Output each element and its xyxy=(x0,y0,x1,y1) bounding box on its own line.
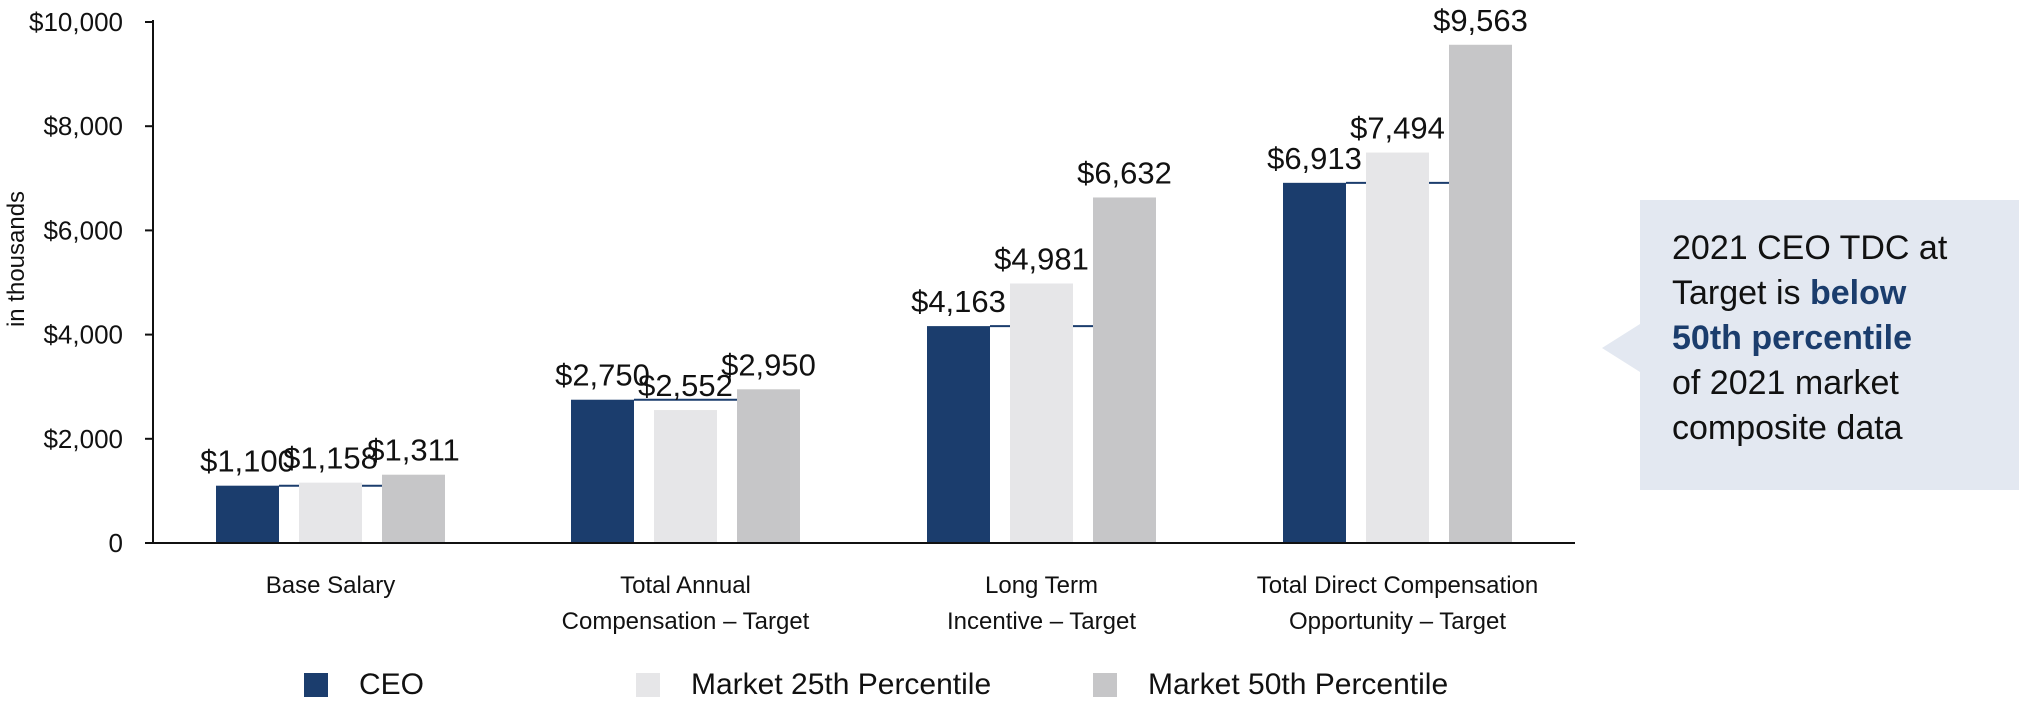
category-label: Base Salary xyxy=(266,572,395,599)
data-label: $1,100 xyxy=(200,444,295,479)
bar-1-2 xyxy=(571,399,634,543)
callout-box: 2021 CEO TDC at Target is below 50th per… xyxy=(1640,200,2019,490)
data-label: $2,950 xyxy=(721,347,816,382)
legend-swatch xyxy=(304,673,328,697)
category-label: Compensation – Target xyxy=(562,608,810,635)
category-label: Incentive – Target xyxy=(947,608,1136,635)
data-label: $6,913 xyxy=(1267,141,1362,176)
legend-swatch xyxy=(1093,673,1117,697)
bar-3-1 xyxy=(382,474,445,543)
category-label: Long Term xyxy=(985,572,1098,599)
category-labels: Base Salary Total Annual Compensation – Ta… xyxy=(266,572,1538,635)
bars xyxy=(216,44,1512,544)
data-label: $4,163 xyxy=(911,284,1006,319)
legend: CEO Market 25th Percentile Market 50th Per… xyxy=(304,668,1448,701)
callout-line-4: of 2021 market xyxy=(1672,364,1899,402)
callout-line-5: composite data xyxy=(1672,409,1903,447)
y-tick-label: $8,000 xyxy=(43,111,123,141)
callout: 2021 CEO TDC at Target is below 50th per… xyxy=(1602,200,2019,490)
data-label: $2,750 xyxy=(555,358,650,393)
category-label: Opportunity – Target xyxy=(1289,608,1506,635)
bar-chart: $1,100$1,158$1,311 $2,750$2,552$2,950 $4,1… xyxy=(3,3,1575,701)
bar-3-3 xyxy=(1093,197,1156,544)
y-tick-label: $2,000 xyxy=(43,424,123,454)
y-tick-label: $4,000 xyxy=(43,320,123,350)
callout-line-2: Target is below xyxy=(1672,271,2001,316)
bar-2-3 xyxy=(1010,283,1073,543)
bar-1-4 xyxy=(1283,182,1346,543)
category-label: Total Direct Compensation xyxy=(1257,572,1538,599)
bar-3-2 xyxy=(737,389,800,543)
legend-label: Market 25th Percentile xyxy=(691,668,991,701)
data-label: $2,552 xyxy=(638,368,733,403)
callout-pointer xyxy=(1602,324,1640,372)
y-axis-label: in thousands xyxy=(3,191,30,327)
data-label: $9,563 xyxy=(1433,3,1528,38)
callout-emphasis-percentile: 50th percentile xyxy=(1672,319,1912,357)
bar-2-4 xyxy=(1366,152,1429,543)
bar-2-1 xyxy=(299,482,362,543)
bar-1-3 xyxy=(927,326,990,543)
legend-label: Market 50th Percentile xyxy=(1148,668,1448,701)
data-label: $1,311 xyxy=(367,433,460,468)
data-label: $4,981 xyxy=(994,241,1089,276)
data-label: $6,632 xyxy=(1077,155,1172,190)
axes xyxy=(152,20,1575,544)
y-axis-ticks: 0 $2,000 $4,000 $6,000 $8,000 $10,000 xyxy=(29,7,153,558)
data-labels: $1,100$1,158$1,311 $2,750$2,552$2,950 $4,1… xyxy=(200,3,1528,479)
y-tick-label: $6,000 xyxy=(43,215,123,245)
y-tick-label: 0 xyxy=(109,528,123,558)
callout-text: 2021 CEO TDC at Target is below 50th per… xyxy=(1672,226,2001,451)
bar-3-4 xyxy=(1449,44,1512,543)
legend-swatch xyxy=(636,673,660,697)
callout-line-2-prefix: Target is xyxy=(1672,274,1810,312)
callout-line-1: 2021 CEO TDC at xyxy=(1672,229,1948,267)
category-label: Total Annual xyxy=(620,572,751,599)
y-tick-label: $10,000 xyxy=(29,7,123,37)
bar-1-1 xyxy=(216,485,279,543)
legend-label: CEO xyxy=(359,668,424,701)
data-label: $7,494 xyxy=(1350,111,1445,146)
data-label: $1,158 xyxy=(283,441,378,476)
bar-2-2 xyxy=(654,410,717,543)
callout-emphasis-below: below xyxy=(1809,274,1907,312)
